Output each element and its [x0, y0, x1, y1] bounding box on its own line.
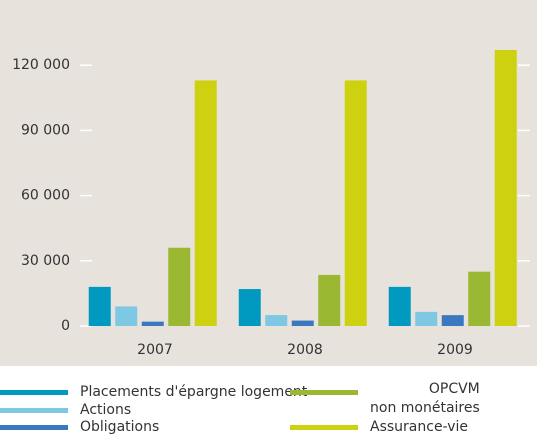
- bar: [194, 80, 217, 326]
- legend-item: OPCVM non monétaires: [290, 381, 480, 418]
- legend: Placements d'épargne logement Actions Obli…: [0, 381, 537, 444]
- legend-item: Placements d'épargne logement: [0, 384, 307, 400]
- bar: [291, 320, 314, 326]
- y-tick-label: 30 000: [21, 253, 70, 269]
- bar: [88, 286, 111, 326]
- x-tick-label: 2007: [137, 342, 173, 358]
- legend-item: Assurance-vie: [290, 419, 468, 435]
- x-tick-label: 2009: [437, 342, 473, 358]
- bar: [168, 247, 191, 326]
- bar: [238, 289, 261, 326]
- bar: [141, 321, 164, 326]
- legend-swatch: [290, 425, 358, 430]
- legend-label: Actions: [80, 402, 132, 418]
- bar: [415, 311, 438, 326]
- legend-label: Assurance-vie: [370, 419, 469, 435]
- y-tick-label: 60 000: [21, 188, 70, 204]
- bar: [494, 49, 517, 327]
- legend-label: Obligations: [80, 419, 160, 435]
- bar: [388, 286, 411, 326]
- legend-label: Placements d'épargne logement: [80, 384, 308, 400]
- legend-swatch: [290, 390, 358, 395]
- legend-item: Actions: [0, 402, 131, 418]
- legend-swatch: [0, 408, 68, 413]
- legend-item: Obligations: [0, 419, 159, 435]
- y-tick-label: 90 000: [21, 122, 70, 138]
- bar: [344, 80, 367, 326]
- plot-background: [0, 0, 537, 366]
- legend-swatch: [0, 390, 68, 395]
- bar: [115, 306, 138, 326]
- legend-label: OPCVM non monétaires: [370, 381, 480, 416]
- legend-swatch: [0, 425, 68, 430]
- x-tick-label: 2008: [287, 342, 323, 358]
- bar: [441, 315, 464, 326]
- chart: 0 30 000 60 000 90 000 120 000 2007 2008 2009: [0, 0, 537, 366]
- y-tick-label: 0: [61, 318, 70, 334]
- y-tick-label: 120 000: [12, 57, 70, 73]
- bar: [318, 274, 341, 326]
- bar: [265, 315, 288, 326]
- bar: [468, 271, 491, 326]
